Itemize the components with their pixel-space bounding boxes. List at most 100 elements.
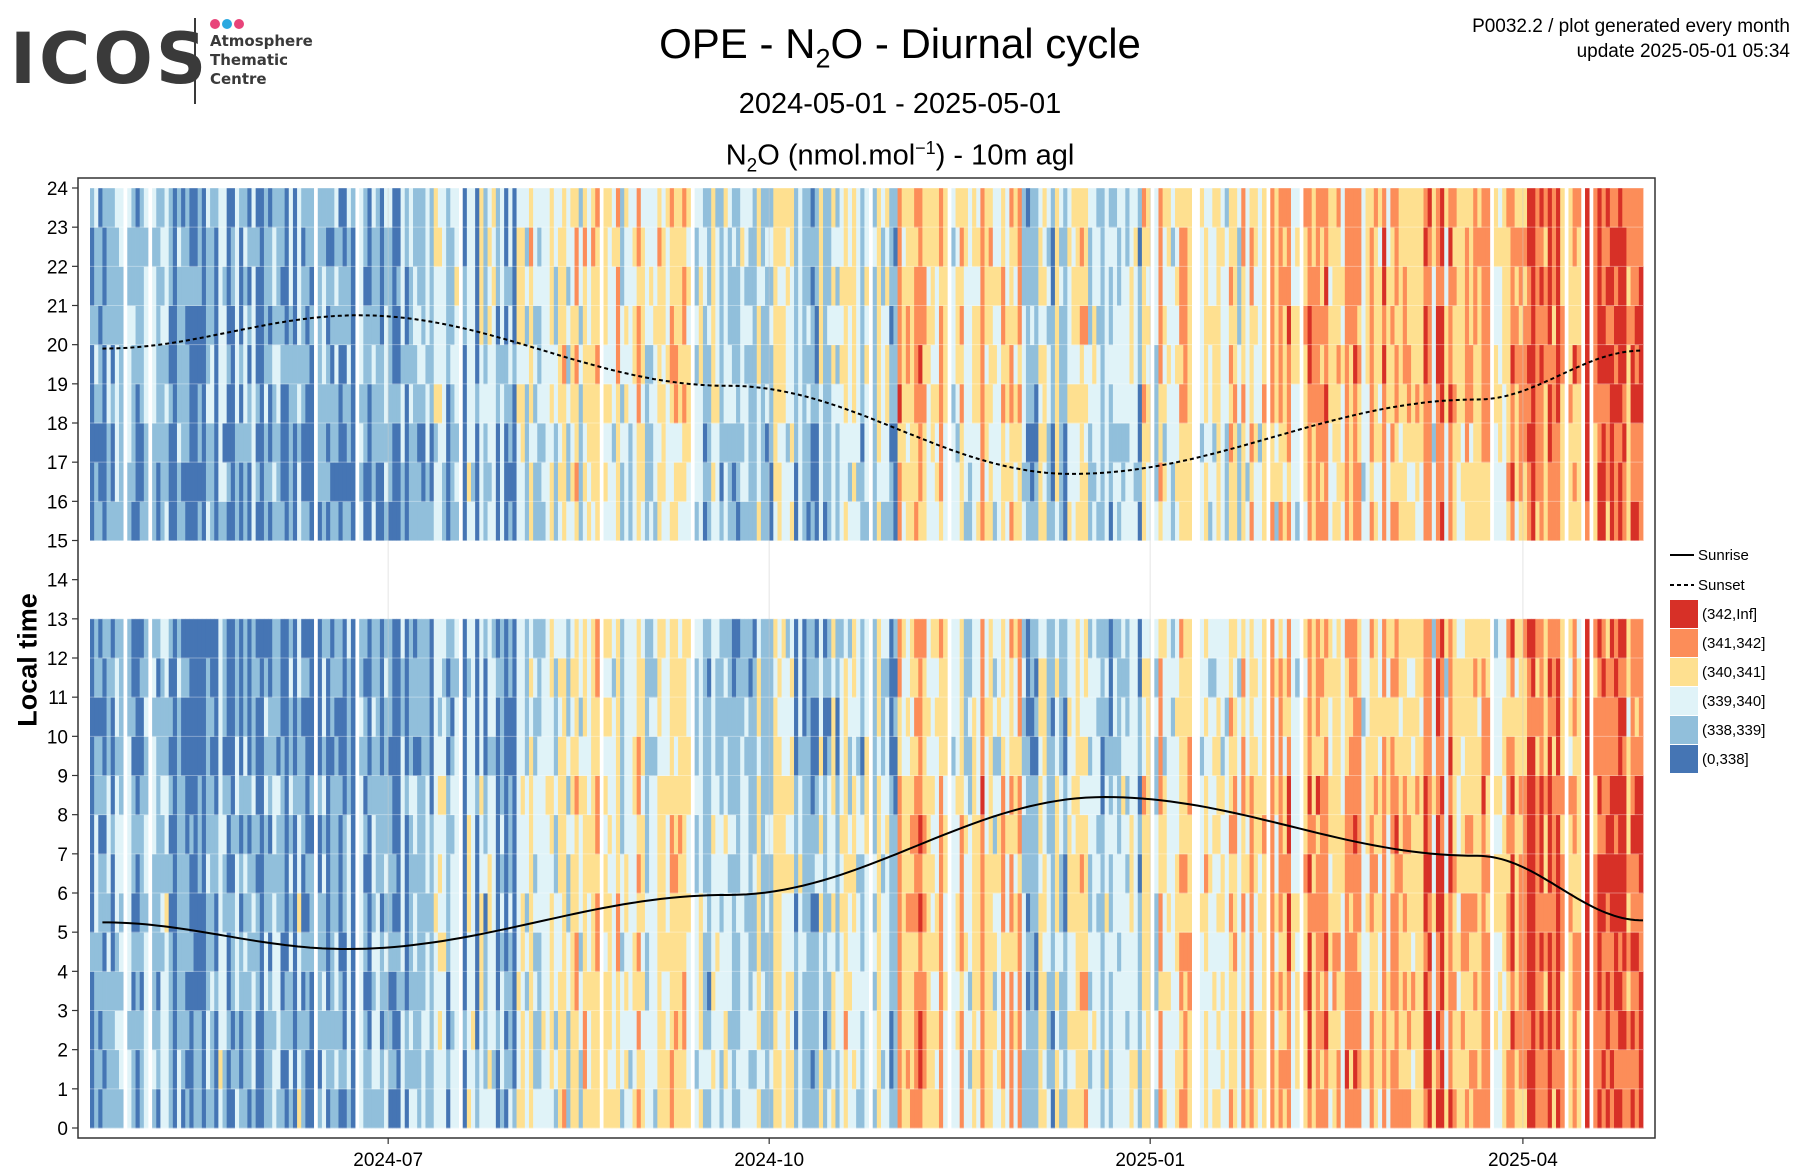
heatmap-cell xyxy=(698,658,704,698)
heatmap-cell xyxy=(562,658,567,698)
heatmap-cell xyxy=(566,1049,571,1090)
heatmap-cell xyxy=(860,227,865,267)
heatmap-cell xyxy=(897,775,903,816)
heatmap-cell xyxy=(139,266,145,306)
heatmap-cell xyxy=(483,618,488,659)
heatmap-cell xyxy=(611,1088,617,1129)
heatmap-cell xyxy=(918,305,923,346)
heatmap-cell xyxy=(396,853,401,894)
heatmap-cell xyxy=(715,775,720,816)
heatmap-cell xyxy=(562,853,567,894)
heatmap-cell xyxy=(860,501,865,541)
heatmap-cell xyxy=(992,853,998,894)
heatmap-cell xyxy=(1034,1049,1039,1090)
heatmap-cell xyxy=(562,305,567,346)
heatmap-cell xyxy=(843,1049,849,1090)
heatmap-cell xyxy=(1017,344,1023,385)
heatmap-cell xyxy=(839,658,845,698)
heatmap-cell xyxy=(462,423,468,463)
heatmap-cell xyxy=(537,188,542,228)
heatmap-cell xyxy=(607,305,613,346)
heatmap-cell xyxy=(189,462,194,502)
heatmap-cell xyxy=(980,932,985,972)
heatmap-cell xyxy=(603,1049,609,1090)
heatmap-cell xyxy=(1009,501,1014,541)
heatmap-cell xyxy=(379,971,385,1011)
heatmap-cell xyxy=(1059,383,1064,424)
heatmap-cell xyxy=(218,1010,223,1051)
heatmap-cell xyxy=(1005,697,1010,737)
heatmap-cell xyxy=(988,423,994,463)
heatmap-cell xyxy=(586,697,592,737)
heatmap-cell xyxy=(673,775,679,816)
heatmap-cell xyxy=(967,305,973,346)
heatmap-cell xyxy=(839,814,845,855)
heatmap-cell xyxy=(185,462,190,502)
heatmap-cell xyxy=(491,618,497,659)
heatmap-cell xyxy=(582,266,588,306)
heatmap-cell xyxy=(773,501,778,541)
heatmap-cell xyxy=(367,971,373,1011)
heatmap-cell xyxy=(843,501,849,541)
heatmap-cell xyxy=(707,932,712,972)
heatmap-cell xyxy=(909,971,915,1011)
heatmap-cell xyxy=(218,853,223,894)
heatmap-cell xyxy=(499,697,505,737)
heatmap-cell xyxy=(934,383,940,424)
heatmap-cell xyxy=(740,1010,745,1051)
heatmap-cell xyxy=(992,618,998,659)
heatmap-cell xyxy=(321,423,327,463)
heatmap-cell xyxy=(222,775,228,816)
heatmap-cell xyxy=(421,501,426,541)
heatmap-cell xyxy=(1009,932,1014,972)
heatmap-cell xyxy=(512,658,517,698)
heatmap-cell xyxy=(516,932,522,972)
heatmap-cell xyxy=(1054,736,1060,776)
heatmap-cell xyxy=(259,423,265,463)
heatmap-cell xyxy=(988,462,994,502)
heatmap-cell xyxy=(653,1049,658,1090)
heatmap-cell xyxy=(798,266,803,306)
heatmap-cell xyxy=(951,658,956,698)
heatmap-cell xyxy=(740,462,745,502)
heatmap-cell xyxy=(943,462,948,502)
heatmap-cell xyxy=(218,658,223,698)
heatmap-cell xyxy=(466,462,472,502)
heatmap-cell xyxy=(487,1049,493,1090)
heatmap-cell xyxy=(234,971,240,1011)
heatmap-cell xyxy=(102,266,107,306)
heatmap-cell xyxy=(967,853,973,894)
heatmap-cell xyxy=(462,971,468,1011)
heatmap-cell xyxy=(715,697,720,737)
heatmap-cell xyxy=(197,188,203,228)
heatmap-cell xyxy=(243,188,248,228)
heatmap-cell xyxy=(773,775,778,816)
heatmap-cell xyxy=(578,344,584,385)
heatmap-cell xyxy=(938,736,944,776)
heatmap-cell xyxy=(110,736,116,776)
heatmap-cell xyxy=(901,658,907,698)
heatmap-cell xyxy=(210,775,215,816)
heatmap-cell xyxy=(748,814,754,855)
heatmap-cell xyxy=(363,227,368,267)
heatmap-cell xyxy=(852,266,857,306)
heatmap-cell xyxy=(408,344,414,385)
heatmap-cell xyxy=(1034,462,1039,502)
heatmap-cell xyxy=(524,423,530,463)
heatmap-cell xyxy=(880,932,886,972)
heatmap-cell xyxy=(938,853,944,894)
heatmap-cell xyxy=(487,344,493,385)
heatmap-cell xyxy=(160,383,165,424)
heatmap-cell xyxy=(765,188,770,228)
heatmap-cell xyxy=(661,893,667,933)
heatmap-cell xyxy=(218,227,223,267)
heatmap-cell xyxy=(814,658,820,698)
heatmap-cell xyxy=(549,893,555,933)
heatmap-cell xyxy=(1054,697,1060,737)
heatmap-cell xyxy=(731,1010,737,1051)
heatmap-cell xyxy=(118,383,124,424)
heatmap-cell xyxy=(835,893,840,933)
heatmap-cell xyxy=(951,188,956,228)
heatmap-cell xyxy=(429,853,435,894)
heatmap-cell xyxy=(549,932,555,972)
